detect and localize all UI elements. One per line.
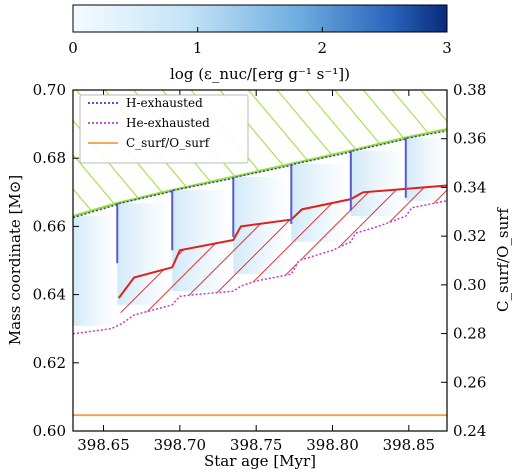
x-tick-label: 398.70 xyxy=(154,436,207,454)
y-left-tick-label: 0.66 xyxy=(33,217,66,235)
plot-area xyxy=(73,90,447,431)
colorbar-tick-label: 1 xyxy=(193,39,203,57)
legend-label: C_surf/O_surf xyxy=(126,136,211,150)
legend-box xyxy=(79,94,249,164)
y-right-tick-label: 0.30 xyxy=(453,276,486,294)
colorbar-tick-label: 3 xyxy=(442,39,452,57)
intershell-convection-region xyxy=(118,185,447,324)
burning-block xyxy=(73,216,118,326)
y-right-tick-label: 0.32 xyxy=(453,227,486,245)
y-right-tick-label: 0.24 xyxy=(453,422,486,440)
y-axis-right: 0.24 0.26 0.28 0.30 0.32 0.34 0.36 0.38 xyxy=(441,81,486,440)
legend-label: He-exhausted xyxy=(126,116,210,130)
x-axis: 398.65 398.70 398.75 398.80 398.85 xyxy=(77,90,435,454)
y-right-tick-label: 0.28 xyxy=(453,325,486,343)
y-left-tick-label: 0.60 xyxy=(33,422,66,440)
envelope-base-line xyxy=(73,127,447,218)
legend: H-exhausted He-exhausted C_surf/O_surf xyxy=(79,94,249,164)
y-right-tick-label: 0.26 xyxy=(453,373,486,391)
y-left-tick-label: 0.64 xyxy=(33,286,66,304)
colorbar-tick-label: 2 xyxy=(318,39,328,57)
y-left-tick-label: 0.62 xyxy=(33,354,66,372)
colorbar-gradient xyxy=(72,4,448,33)
x-axis-label: Star age [Myr] xyxy=(204,452,316,470)
y-left-tick-label: 0.68 xyxy=(33,149,66,167)
series-h-exhausted xyxy=(73,130,447,219)
colorbar: 0 1 2 3 log (ε_nuc/[erg g⁻¹ s⁻¹]) xyxy=(68,4,452,83)
colorbar-tick-label: 0 xyxy=(68,39,78,57)
x-tick-label: 398.85 xyxy=(383,436,436,454)
intershell-top-line xyxy=(117,184,447,299)
series-he-exhausted xyxy=(73,200,447,335)
y-right-tick-label: 0.34 xyxy=(453,178,486,196)
y-right-tick-label: 0.38 xyxy=(453,81,486,99)
x-tick-label: 398.75 xyxy=(230,436,283,454)
colorbar-label: log (ε_nuc/[erg g⁻¹ s⁻¹]) xyxy=(170,65,350,83)
x-tick-label: 398.65 xyxy=(77,436,130,454)
y-right-tick-label: 0.36 xyxy=(453,130,486,148)
x-tick-label: 398.80 xyxy=(306,436,359,454)
plot-frame xyxy=(72,89,448,432)
y-left-tick-label: 0.70 xyxy=(33,81,66,99)
y-axis-left: 0.60 0.62 0.64 0.66 0.68 0.70 xyxy=(33,81,79,440)
y-axis-right-label: C_surf/O_surf xyxy=(494,207,512,312)
legend-label: H-exhausted xyxy=(126,96,203,110)
y-axis-left-label: Mass coordinate [M⊙] xyxy=(6,175,24,345)
